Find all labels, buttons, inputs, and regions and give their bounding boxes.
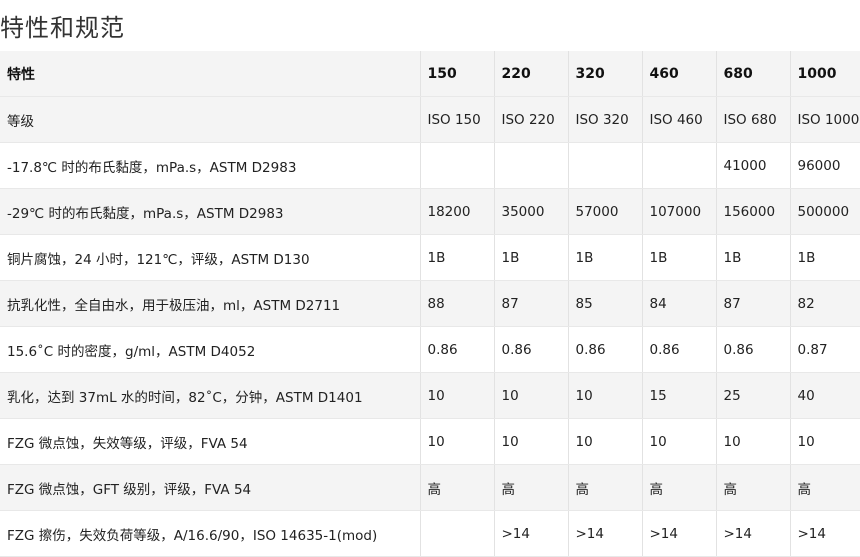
value-cell: ISO 680 bbox=[715, 96, 790, 143]
value-cell: 15 bbox=[641, 372, 716, 419]
value-cell: 0.86 bbox=[493, 326, 568, 373]
value-cell: 0.86 bbox=[567, 326, 642, 373]
value-cell: 0.86 bbox=[419, 326, 494, 373]
value-cell: >14 bbox=[715, 510, 790, 557]
value-cell: 500000 bbox=[789, 188, 860, 235]
value-cell: 0.86 bbox=[641, 326, 716, 373]
column-header-grade: 220 bbox=[493, 51, 568, 97]
value-cell: ISO 220 bbox=[493, 96, 568, 143]
value-cell: 96000 bbox=[789, 142, 860, 189]
property-name-cell: FZG 微点蚀，失效等级，评级，FVA 54 bbox=[0, 418, 420, 465]
value-cell: 1B bbox=[789, 234, 860, 281]
value-cell: 10 bbox=[715, 418, 790, 465]
value-cell: 10 bbox=[567, 418, 642, 465]
value-cell: 10 bbox=[493, 418, 568, 465]
column-header-grade: 1000 bbox=[789, 51, 860, 97]
column-header-grade: 320 bbox=[567, 51, 642, 97]
value-cell bbox=[419, 142, 494, 189]
table-row: 等级 ISO 150 ISO 220 ISO 320 ISO 460 ISO 680 ISO… bbox=[0, 96, 860, 143]
value-cell: 1B bbox=[567, 234, 642, 281]
value-cell: 高 bbox=[789, 464, 860, 511]
value-cell: >14 bbox=[641, 510, 716, 557]
value-cell: 高 bbox=[567, 464, 642, 511]
table-row: 抗乳化性，全自由水，用于极压油，ml，ASTM D2711 88 87 85 84 87 8… bbox=[0, 280, 860, 327]
value-cell: 84 bbox=[641, 280, 716, 327]
value-cell: 0.87 bbox=[789, 326, 860, 373]
property-name-cell: 15.6˚C 时的密度，g/ml，ASTM D4052 bbox=[0, 326, 420, 373]
value-cell: 10 bbox=[789, 418, 860, 465]
property-name-cell: 乳化，达到 37mL 水的时间，82˚C，分钟，ASTM D1401 bbox=[0, 372, 420, 419]
property-name-cell: FZG 微点蚀，GFT 级别，评级，FVA 54 bbox=[0, 464, 420, 511]
value-cell: 18200 bbox=[419, 188, 494, 235]
value-cell bbox=[419, 510, 494, 557]
value-cell: 87 bbox=[493, 280, 568, 327]
value-cell: 高 bbox=[715, 464, 790, 511]
column-header-grade: 680 bbox=[715, 51, 790, 97]
value-cell: 高 bbox=[641, 464, 716, 511]
value-cell: >14 bbox=[789, 510, 860, 557]
table-header-row: 特性 150 220 320 460 680 1000 bbox=[0, 51, 860, 97]
table-row: -29℃ 时的布氏黏度，mPa.s，ASTM D2983 18200 35000 57… bbox=[0, 188, 860, 235]
value-cell: ISO 460 bbox=[641, 96, 716, 143]
table-row: FZG 擦伤，失效负荷等级，A/16.6/90，ISO 14635-1(mod)… bbox=[0, 510, 860, 557]
value-cell: 1B bbox=[641, 234, 716, 281]
value-cell: >14 bbox=[493, 510, 568, 557]
table-row: FZG 微点蚀，GFT 级别，评级，FVA 54 高高高高高高 bbox=[0, 464, 860, 511]
property-name-cell: -29℃ 时的布氏黏度，mPa.s，ASTM D2983 bbox=[0, 188, 420, 235]
value-cell: ISO 1000 bbox=[789, 96, 860, 143]
value-cell: 高 bbox=[419, 464, 494, 511]
value-cell: 156000 bbox=[715, 188, 790, 235]
value-cell: 82 bbox=[789, 280, 860, 327]
column-header-grade: 150 bbox=[419, 51, 494, 97]
value-cell: 25 bbox=[715, 372, 790, 419]
value-cell: 35000 bbox=[493, 188, 568, 235]
table-row: 铜片腐蚀，24 小时，121℃，评级，ASTM D130 1B 1B 1B 1B 1B 1B bbox=[0, 234, 860, 281]
spec-table: 特性 150 220 320 460 680 1000 等级 ISO 150 ISO 220 IS… bbox=[0, 51, 860, 557]
column-header-property: 特性 bbox=[0, 51, 420, 97]
value-cell: 41000 bbox=[715, 142, 790, 189]
column-header-grade: 460 bbox=[641, 51, 716, 97]
property-name-cell: 铜片腐蚀，24 小时，121℃，评级，ASTM D130 bbox=[0, 234, 420, 281]
value-cell: 10 bbox=[567, 372, 642, 419]
value-cell: 0.86 bbox=[715, 326, 790, 373]
table-row: 乳化，达到 37mL 水的时间，82˚C，分钟，ASTM D1401 10 10 10… bbox=[0, 372, 860, 419]
property-name-cell: 等级 bbox=[0, 96, 420, 143]
table-row: 15.6˚C 时的密度，g/ml，ASTM D4052 0.86 0.86 0.86 0… bbox=[0, 326, 860, 373]
value-cell bbox=[493, 142, 568, 189]
value-cell: 87 bbox=[715, 280, 790, 327]
table-row: -17.8℃ 时的布氏黏度，mPa.s，ASTM D2983 41000 96000 bbox=[0, 142, 860, 189]
property-name-cell: -17.8℃ 时的布氏黏度，mPa.s，ASTM D2983 bbox=[0, 142, 420, 189]
value-cell: 10 bbox=[493, 372, 568, 419]
value-cell bbox=[641, 142, 716, 189]
table-row: FZG 微点蚀，失效等级，评级，FVA 54 10 10 10 10 10 10 bbox=[0, 418, 860, 465]
value-cell: 1B bbox=[715, 234, 790, 281]
value-cell: 107000 bbox=[641, 188, 716, 235]
value-cell: ISO 320 bbox=[567, 96, 642, 143]
value-cell: 10 bbox=[419, 418, 494, 465]
value-cell: 10 bbox=[641, 418, 716, 465]
value-cell: 88 bbox=[419, 280, 494, 327]
value-cell: 40 bbox=[789, 372, 860, 419]
property-name-cell: FZG 擦伤，失效负荷等级，A/16.6/90，ISO 14635-1(mod) bbox=[0, 510, 420, 557]
value-cell: ISO 150 bbox=[419, 96, 494, 143]
value-cell: 57000 bbox=[567, 188, 642, 235]
value-cell bbox=[567, 142, 642, 189]
property-name-cell: 抗乳化性，全自由水，用于极压油，ml，ASTM D2711 bbox=[0, 280, 420, 327]
value-cell: >14 bbox=[567, 510, 642, 557]
value-cell: 10 bbox=[419, 372, 494, 419]
value-cell: 85 bbox=[567, 280, 642, 327]
value-cell: 1B bbox=[419, 234, 494, 281]
page-title: 特性和规范 bbox=[0, 14, 125, 42]
table-body: 等级 ISO 150 ISO 220 ISO 320 ISO 460 ISO 680 ISO… bbox=[0, 96, 860, 557]
value-cell: 1B bbox=[493, 234, 568, 281]
value-cell: 高 bbox=[493, 464, 568, 511]
